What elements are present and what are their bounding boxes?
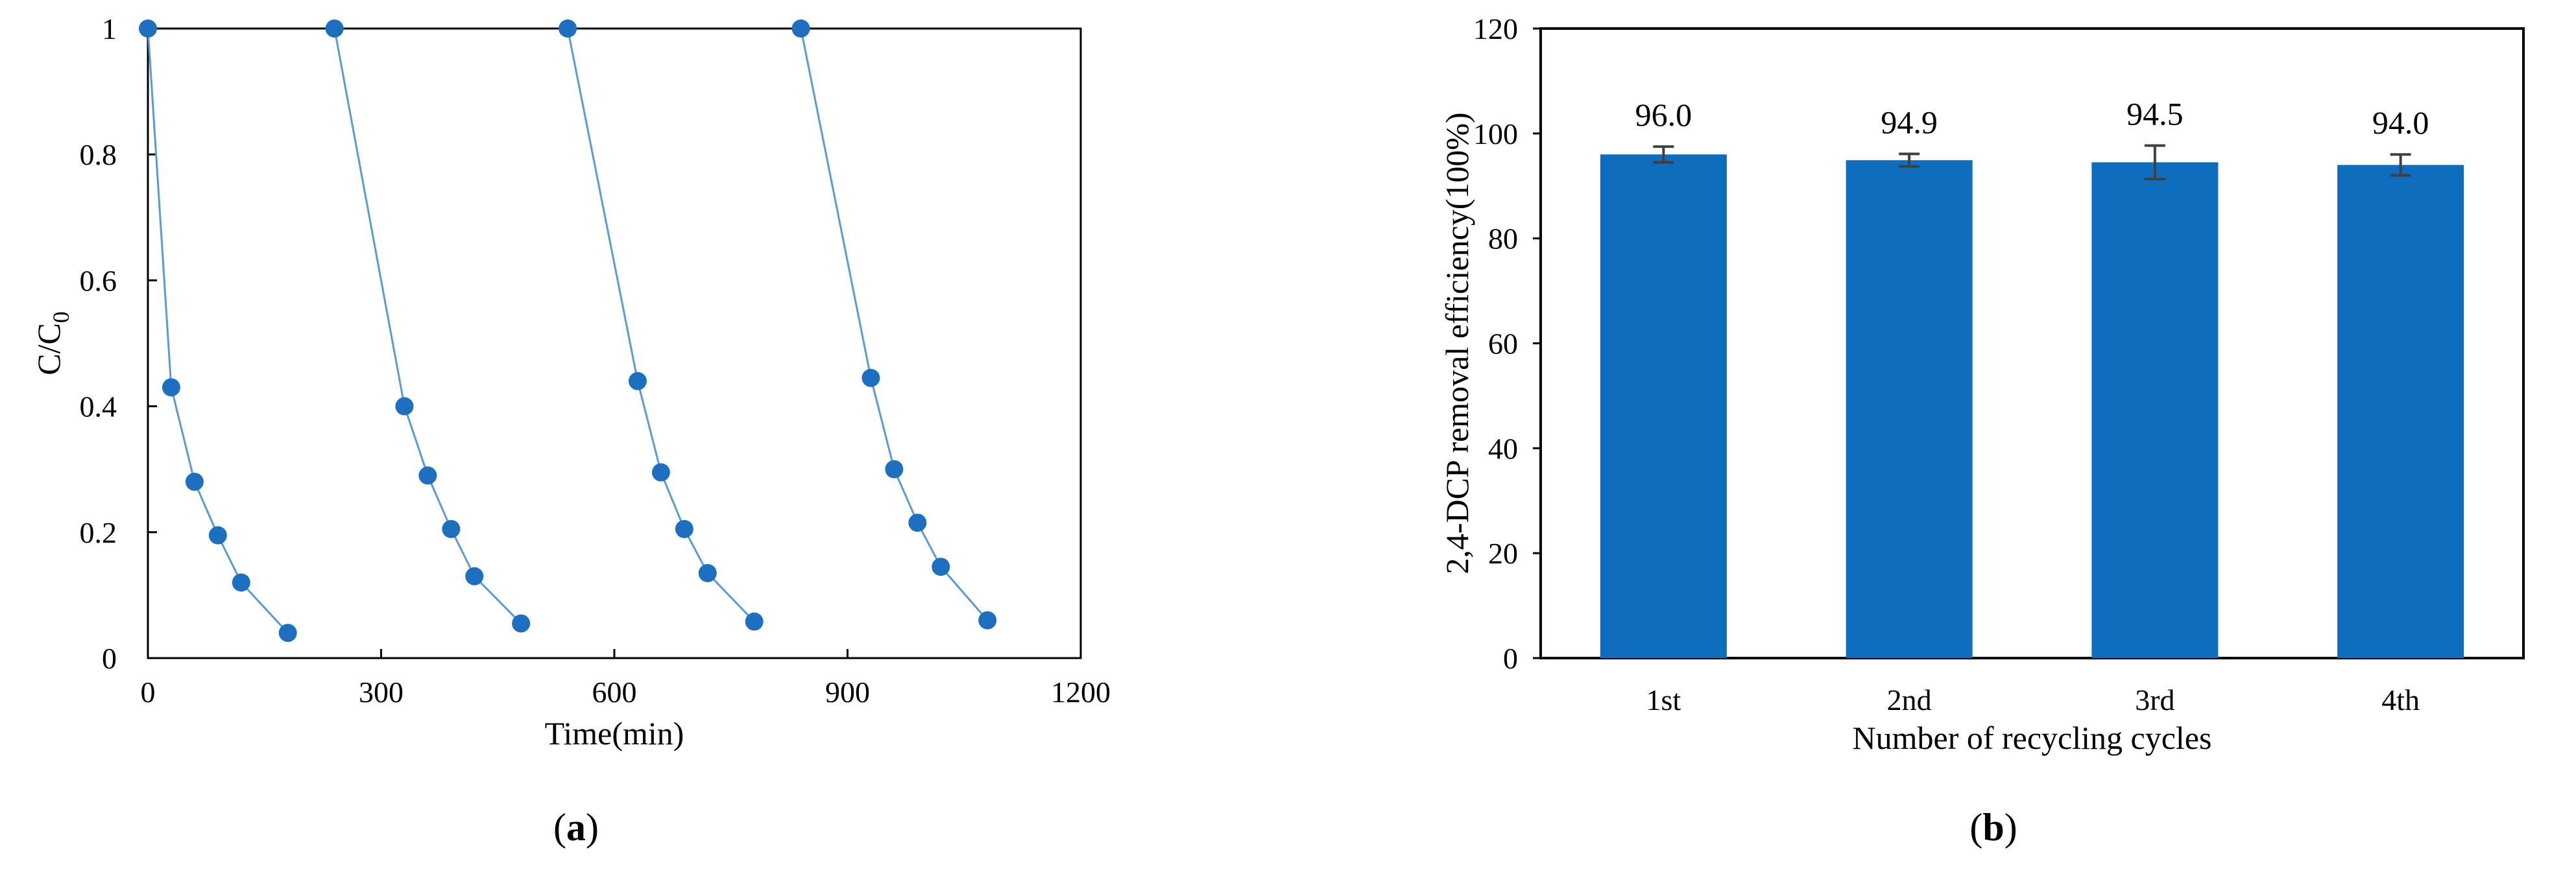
- x-tick-label-b-3: 4th: [2381, 683, 2420, 716]
- data-point-a-0-1: [162, 378, 180, 397]
- y-tick-label-a-3: 0.6: [80, 264, 117, 297]
- y-tick-label-a-1: 0.2: [80, 516, 117, 549]
- panel-label-a: (a): [553, 806, 599, 849]
- y-axis-title-a: C/C0: [30, 311, 74, 375]
- y-tick-label-b-5: 100: [1473, 117, 1518, 150]
- y-tick-label-a-5: 1: [102, 12, 117, 45]
- data-point-a-1-2: [418, 466, 437, 485]
- x-tick-label-b-2: 3rd: [2135, 683, 2174, 716]
- y-tick-label-b-1: 20: [1488, 537, 1518, 570]
- data-point-a-2-5: [745, 612, 764, 631]
- data-point-a-2-4: [698, 563, 717, 582]
- data-point-a-2-2: [651, 463, 670, 482]
- bar-0: [1600, 154, 1727, 658]
- y-tick-label-b-0: 0: [1503, 642, 1518, 675]
- bar-2: [2091, 162, 2219, 658]
- x-tick-label-a-3: 900: [825, 676, 870, 709]
- bar-value-label-0: 96.0: [1635, 97, 1692, 133]
- series-line-a-3: [800, 28, 989, 621]
- y-tick-label-b-3: 60: [1488, 327, 1518, 360]
- data-point-a-1-4: [465, 567, 484, 585]
- data-point-a-0-2: [185, 473, 204, 491]
- x-tick-label-a-1: 300: [359, 676, 403, 709]
- y-tick-label-b-4: 80: [1488, 222, 1518, 255]
- data-point-a-3-5: [978, 611, 997, 630]
- data-point-a-2-1: [628, 372, 647, 390]
- bar-1: [1846, 160, 1973, 658]
- data-point-a-0-4: [232, 573, 250, 592]
- y-tick-label-b-6: 120: [1473, 12, 1518, 45]
- data-point-a-1-5: [512, 614, 531, 633]
- bar-value-label-3: 94.0: [2372, 104, 2429, 141]
- x-tick-label-a-2: 600: [592, 676, 637, 709]
- data-point-a-1-0: [325, 19, 344, 38]
- y-tick-label-a-4: 0.8: [80, 138, 117, 171]
- bar-value-label-2: 94.5: [2126, 95, 2184, 132]
- panel-label-b: (b): [1969, 806, 2017, 849]
- data-point-a-3-3: [908, 514, 927, 532]
- x-tick-label-a-0: 0: [141, 676, 156, 709]
- data-point-a-3-1: [861, 368, 880, 387]
- series-line-a-2: [566, 28, 755, 622]
- data-point-a-3-4: [932, 558, 950, 576]
- data-point-a-1-3: [442, 519, 461, 538]
- data-point-a-0-5: [278, 624, 297, 643]
- x-axis-title-a: Time(min): [545, 715, 684, 751]
- data-point-a-3-0: [791, 19, 810, 38]
- data-point-a-2-0: [559, 19, 577, 38]
- x-axis-title-b: Number of recycling cycles: [1853, 720, 2212, 756]
- data-point-a-0-3: [208, 526, 227, 545]
- y-tick-label-b-2: 40: [1488, 432, 1518, 465]
- y-tick-label-a-0: 0: [102, 642, 117, 675]
- y-axis-title-b: 2,4-DCP removal efficiency(100%): [1439, 112, 1475, 574]
- x-tick-label-b-1: 2nd: [1887, 683, 1932, 716]
- data-point-a-3-2: [885, 460, 904, 478]
- bar-value-label-1: 94.9: [1881, 104, 1938, 140]
- series-line-a-1: [333, 28, 522, 624]
- x-tick-label-a-4: 1200: [1051, 676, 1111, 709]
- data-point-a-2-3: [675, 519, 693, 538]
- bar-3: [2337, 165, 2464, 659]
- data-point-a-0-0: [139, 19, 157, 38]
- y-tick-label-a-2: 0.4: [80, 390, 117, 423]
- chart-a: 0 300 600 900 1200 0 0.2 0.4 0.6 0.8 1 Time(min) C/C…: [30, 12, 1111, 849]
- data-point-a-1-1: [395, 397, 414, 416]
- x-tick-label-b-0: 1st: [1646, 683, 1681, 716]
- chart-b: 0 20 40 60 80 100 120 96.0 1st 94.9 2nd 94.5 3rd 94.0…: [1439, 12, 2525, 849]
